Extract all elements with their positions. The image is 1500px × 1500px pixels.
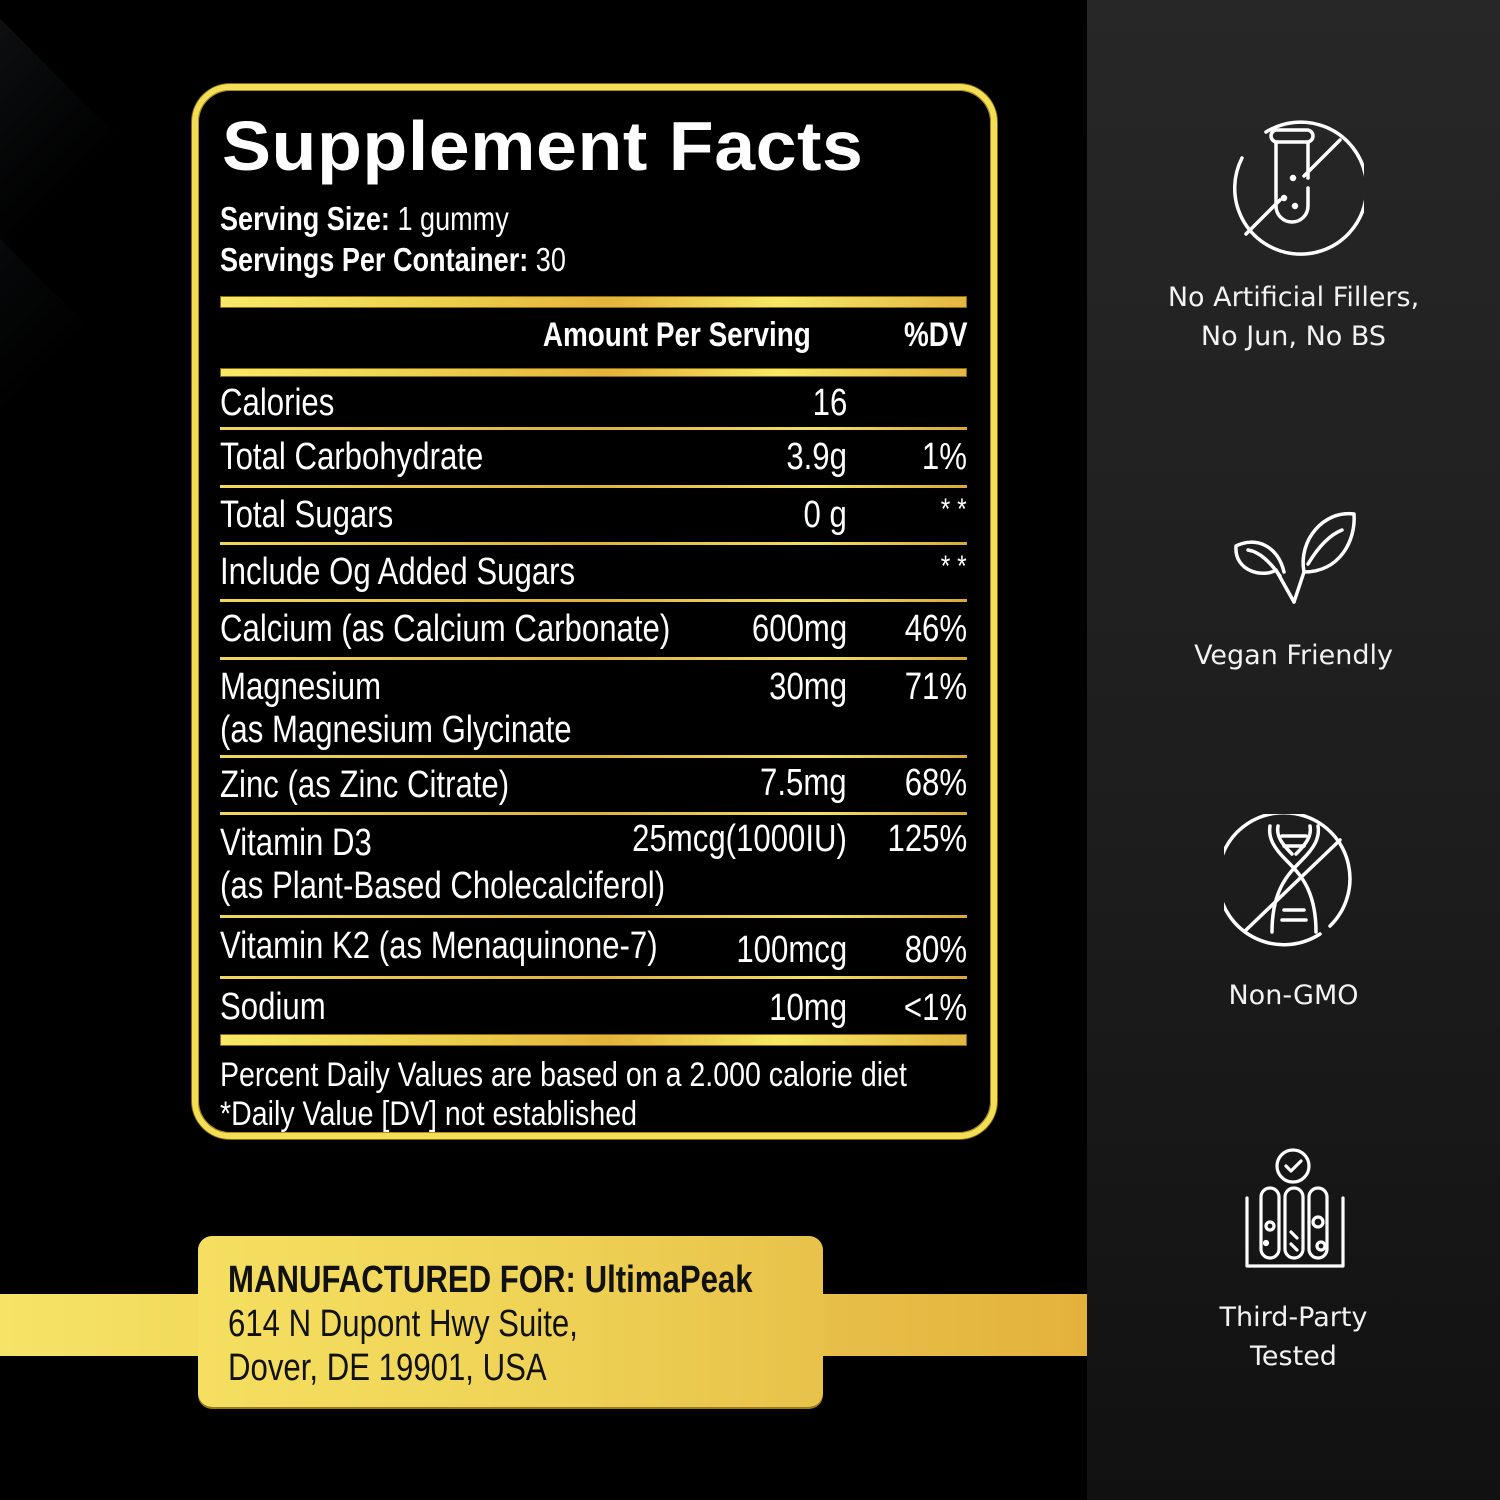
nutrient-dv: 80%: [904, 929, 967, 971]
leaf-sprout-icon: [1233, 511, 1356, 604]
divider-thin: [220, 976, 967, 979]
servings-per-container-label: Servings Per Container:: [220, 241, 529, 278]
serving-size-value: 1 gummy: [397, 200, 509, 237]
feature-label: Third-Party: [1219, 1302, 1368, 1333]
nutrient-dv: <1%: [903, 987, 967, 1029]
nutrient-name: Sodium: [220, 986, 326, 1028]
nutrient-dv: 46%: [904, 608, 967, 650]
divider-thin: [220, 542, 967, 545]
nutrient-amount: 16: [812, 382, 847, 424]
panel-title: Supplement Facts: [222, 107, 864, 185]
decorative-shape: [0, 0, 122, 282]
divider-thin: [220, 657, 967, 660]
nutrient-amount: 25mcg(1000IU): [632, 818, 847, 860]
nutrient-row: Total Sugars 0 g * *: [220, 488, 967, 542]
nutrient-row: Magnesium (as Magnesium Glycinate 30mg 7…: [220, 660, 967, 755]
nutrient-dv: 125%: [887, 818, 967, 860]
nutrient-amount: 100mcg: [736, 929, 847, 971]
manufacturer-address-2: Dover, DE 19901, USA: [228, 1347, 547, 1389]
feature-vegan: Vegan Friendly: [1087, 500, 1500, 675]
feature-no-fillers: No Artificial Fillers, No Jun, No BS: [1087, 116, 1500, 356]
nutrient-name: Total Carbohydrate: [220, 436, 484, 478]
feature-non-gmo: Non-GMO: [1087, 814, 1500, 1015]
divider-thick: [220, 368, 967, 377]
divider-thin: [220, 755, 967, 758]
nutrient-source: (as Magnesium Glycinate: [220, 709, 572, 751]
divider-thin: [220, 812, 967, 815]
servings-per-container: Servings Per Container: 30: [220, 239, 833, 280]
servings-per-container-value: 30: [535, 241, 566, 278]
feature-label: No Jun, No BS: [1200, 321, 1387, 352]
nutrient-name: Calcium (as Calcium Carbonate): [220, 608, 671, 650]
nutrient-amount: 30mg: [769, 666, 847, 708]
nutrient-name: Total Sugars: [220, 494, 394, 536]
footnote-daily-values: Percent Daily Values are based on a 2.00…: [220, 1056, 907, 1094]
divider-thin: [220, 485, 967, 488]
manufacturer-line: MANUFACTURED FOR: UltimaPeak: [228, 1258, 753, 1302]
nutrient-dv: 68%: [904, 762, 967, 804]
footnote-dv-not-established: *Daily Value [DV] not established: [220, 1095, 637, 1133]
nutrient-dv: 1%: [921, 436, 967, 478]
serving-size-label: Serving Size:: [220, 200, 390, 237]
features-sidebar: [1087, 0, 1500, 1500]
nutrient-name: Zinc (as Zinc Citrate): [220, 764, 510, 806]
no-dna-icon: [1223, 814, 1352, 947]
nutrient-amount: 3.9g: [786, 436, 847, 478]
test-tubes-check-icon: [1244, 1148, 1345, 1268]
nutrient-name: Calories: [220, 382, 335, 424]
serving-size: Serving Size: 1 gummy: [220, 198, 833, 239]
divider-thin: [220, 427, 967, 430]
feature-label: Vegan Friendly: [1194, 640, 1393, 671]
feature-third-party: Third-Party Tested: [1087, 1148, 1500, 1376]
manufacturer-label: MANUFACTURED FOR:: [228, 1259, 576, 1301]
nutrient-name: Vitamin K2 (as Menaquinone-7): [220, 925, 658, 967]
header-amount: Amount Per Serving: [542, 316, 811, 354]
feature-label: Non-GMO: [1228, 980, 1359, 1011]
nutrient-name: Vitamin D3: [220, 822, 372, 864]
nutrient-row: Include Og Added Sugars * *: [220, 545, 967, 599]
nutrient-name: Include Og Added Sugars: [220, 551, 576, 593]
nutrient-row: Vitamin K2 (as Menaquinone-7) 100mcg 80%: [220, 918, 967, 976]
feature-label: No Artificial Fillers,: [1167, 282, 1420, 313]
divider-thick: [220, 296, 967, 308]
nutrient-name: Magnesium: [220, 666, 382, 708]
serving-info: Serving Size: 1 gummy Servings Per Conta…: [220, 198, 967, 280]
nutrient-amount: 7.5mg: [760, 762, 847, 804]
header-dv: %DV: [903, 316, 967, 354]
divider-thin: [220, 599, 967, 602]
supplement-facts-panel: Supplement Facts Serving Size: 1 gummy S…: [192, 84, 997, 1139]
manufacturer-box: MANUFACTURED FOR: UltimaPeak 614 N Dupon…: [198, 1236, 823, 1407]
divider-thin: [220, 915, 967, 918]
nutrient-amount: 600mg: [751, 608, 847, 650]
nutrient-row: Zinc (as Zinc Citrate) 7.5mg 68%: [220, 758, 967, 812]
manufacturer-address-1: 614 N Dupont Hwy Suite,: [228, 1303, 578, 1345]
nutrient-row: Calories 16: [220, 377, 967, 427]
divider-thick: [220, 1034, 967, 1046]
nutrient-dv: 71%: [904, 666, 967, 708]
nutrient-row: Calcium (as Calcium Carbonate) 600mg 46%: [220, 602, 967, 657]
nutrient-row: Vitamin D3 (as Plant-Based Cholecalcifer…: [220, 815, 967, 915]
feature-label: Tested: [1250, 1341, 1337, 1372]
nutrient-row: Sodium 10mg <1%: [220, 979, 967, 1034]
nutrient-amount: 10mg: [769, 987, 847, 1029]
nutrient-dv: * *: [941, 493, 967, 526]
manufacturer-brand: UltimaPeak: [584, 1259, 753, 1301]
no-test-tube-icon: [1232, 120, 1364, 256]
nutrient-dv: * *: [941, 550, 967, 583]
column-header: Amount Per Serving %DV: [220, 308, 967, 368]
nutrient-source: (as Plant-Based Cholecalciferol): [220, 865, 666, 907]
nutrient-row: Total Carbohydrate 3.9g 1%: [220, 430, 967, 485]
nutrient-amount: 0 g: [803, 494, 847, 536]
